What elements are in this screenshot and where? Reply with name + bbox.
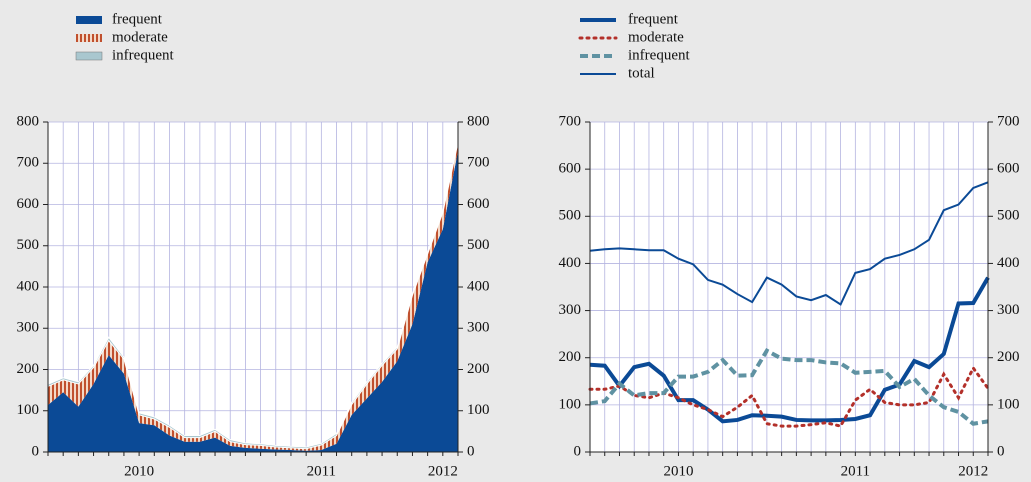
legend-label: infrequent: [628, 47, 690, 63]
x-tick-label: 2010: [663, 463, 693, 479]
legend-swatch: [76, 34, 102, 42]
area: [48, 150, 458, 452]
y-tick-label: 300: [17, 320, 40, 336]
y-tick-label: 400: [997, 255, 1020, 271]
line: [589, 347, 989, 426]
y-tick-label: 0: [997, 443, 1005, 459]
legend-label: moderate: [112, 29, 168, 45]
x-tick-label: 2011: [841, 463, 870, 479]
y-tick-label: 100: [997, 396, 1020, 412]
x-tick-label: 2011: [307, 463, 336, 479]
y-tick-label: 500: [467, 237, 490, 253]
y-tick-label: 600: [467, 196, 490, 212]
y-tick-label: 100: [467, 402, 490, 418]
y-tick-label: 700: [467, 155, 490, 171]
y-tick-label: 100: [17, 402, 40, 418]
y-tick-label: 400: [559, 255, 582, 271]
line: [589, 276, 990, 424]
x-tick-label: 2010: [124, 463, 154, 479]
legend-label: moderate: [628, 29, 684, 45]
y-tick-label: 600: [997, 161, 1020, 177]
y-tick-label: 300: [997, 302, 1020, 318]
y-tick-label: 400: [17, 278, 40, 294]
y-tick-label: 200: [467, 361, 490, 377]
y-tick-label: 600: [17, 196, 40, 212]
legend-swatch: [76, 16, 102, 24]
y-tick-label: 0: [574, 443, 582, 459]
line: [588, 365, 990, 428]
legend-label: total: [628, 65, 655, 81]
y-tick-label: 500: [997, 208, 1020, 224]
y-tick-label: 300: [467, 320, 490, 336]
y-tick-label: 500: [559, 208, 582, 224]
x-tick-label: 2012: [428, 463, 458, 479]
y-tick-label: 600: [559, 161, 582, 177]
y-tick-label: 800: [467, 113, 490, 129]
legend-label: infrequent: [112, 47, 174, 63]
legend-label: frequent: [628, 11, 679, 27]
y-tick-label: 200: [17, 361, 40, 377]
y-tick-label: 0: [32, 443, 40, 459]
plot-area: [590, 122, 988, 452]
y-tick-label: 0: [467, 443, 475, 459]
y-tick-label: 700: [17, 155, 40, 171]
legend-label: frequent: [112, 11, 163, 27]
x-tick-label: 2012: [958, 463, 988, 479]
y-tick-label: 300: [559, 302, 582, 318]
y-tick-label: 700: [997, 113, 1020, 129]
legend-swatch: [75, 51, 103, 61]
y-tick-label: 200: [997, 349, 1020, 365]
y-tick-label: 500: [17, 237, 40, 253]
line: [589, 181, 989, 306]
y-tick-label: 200: [559, 349, 582, 365]
y-tick-label: 700: [559, 113, 582, 129]
y-tick-label: 800: [17, 113, 40, 129]
y-tick-label: 100: [559, 396, 582, 412]
y-tick-label: 400: [467, 278, 490, 294]
